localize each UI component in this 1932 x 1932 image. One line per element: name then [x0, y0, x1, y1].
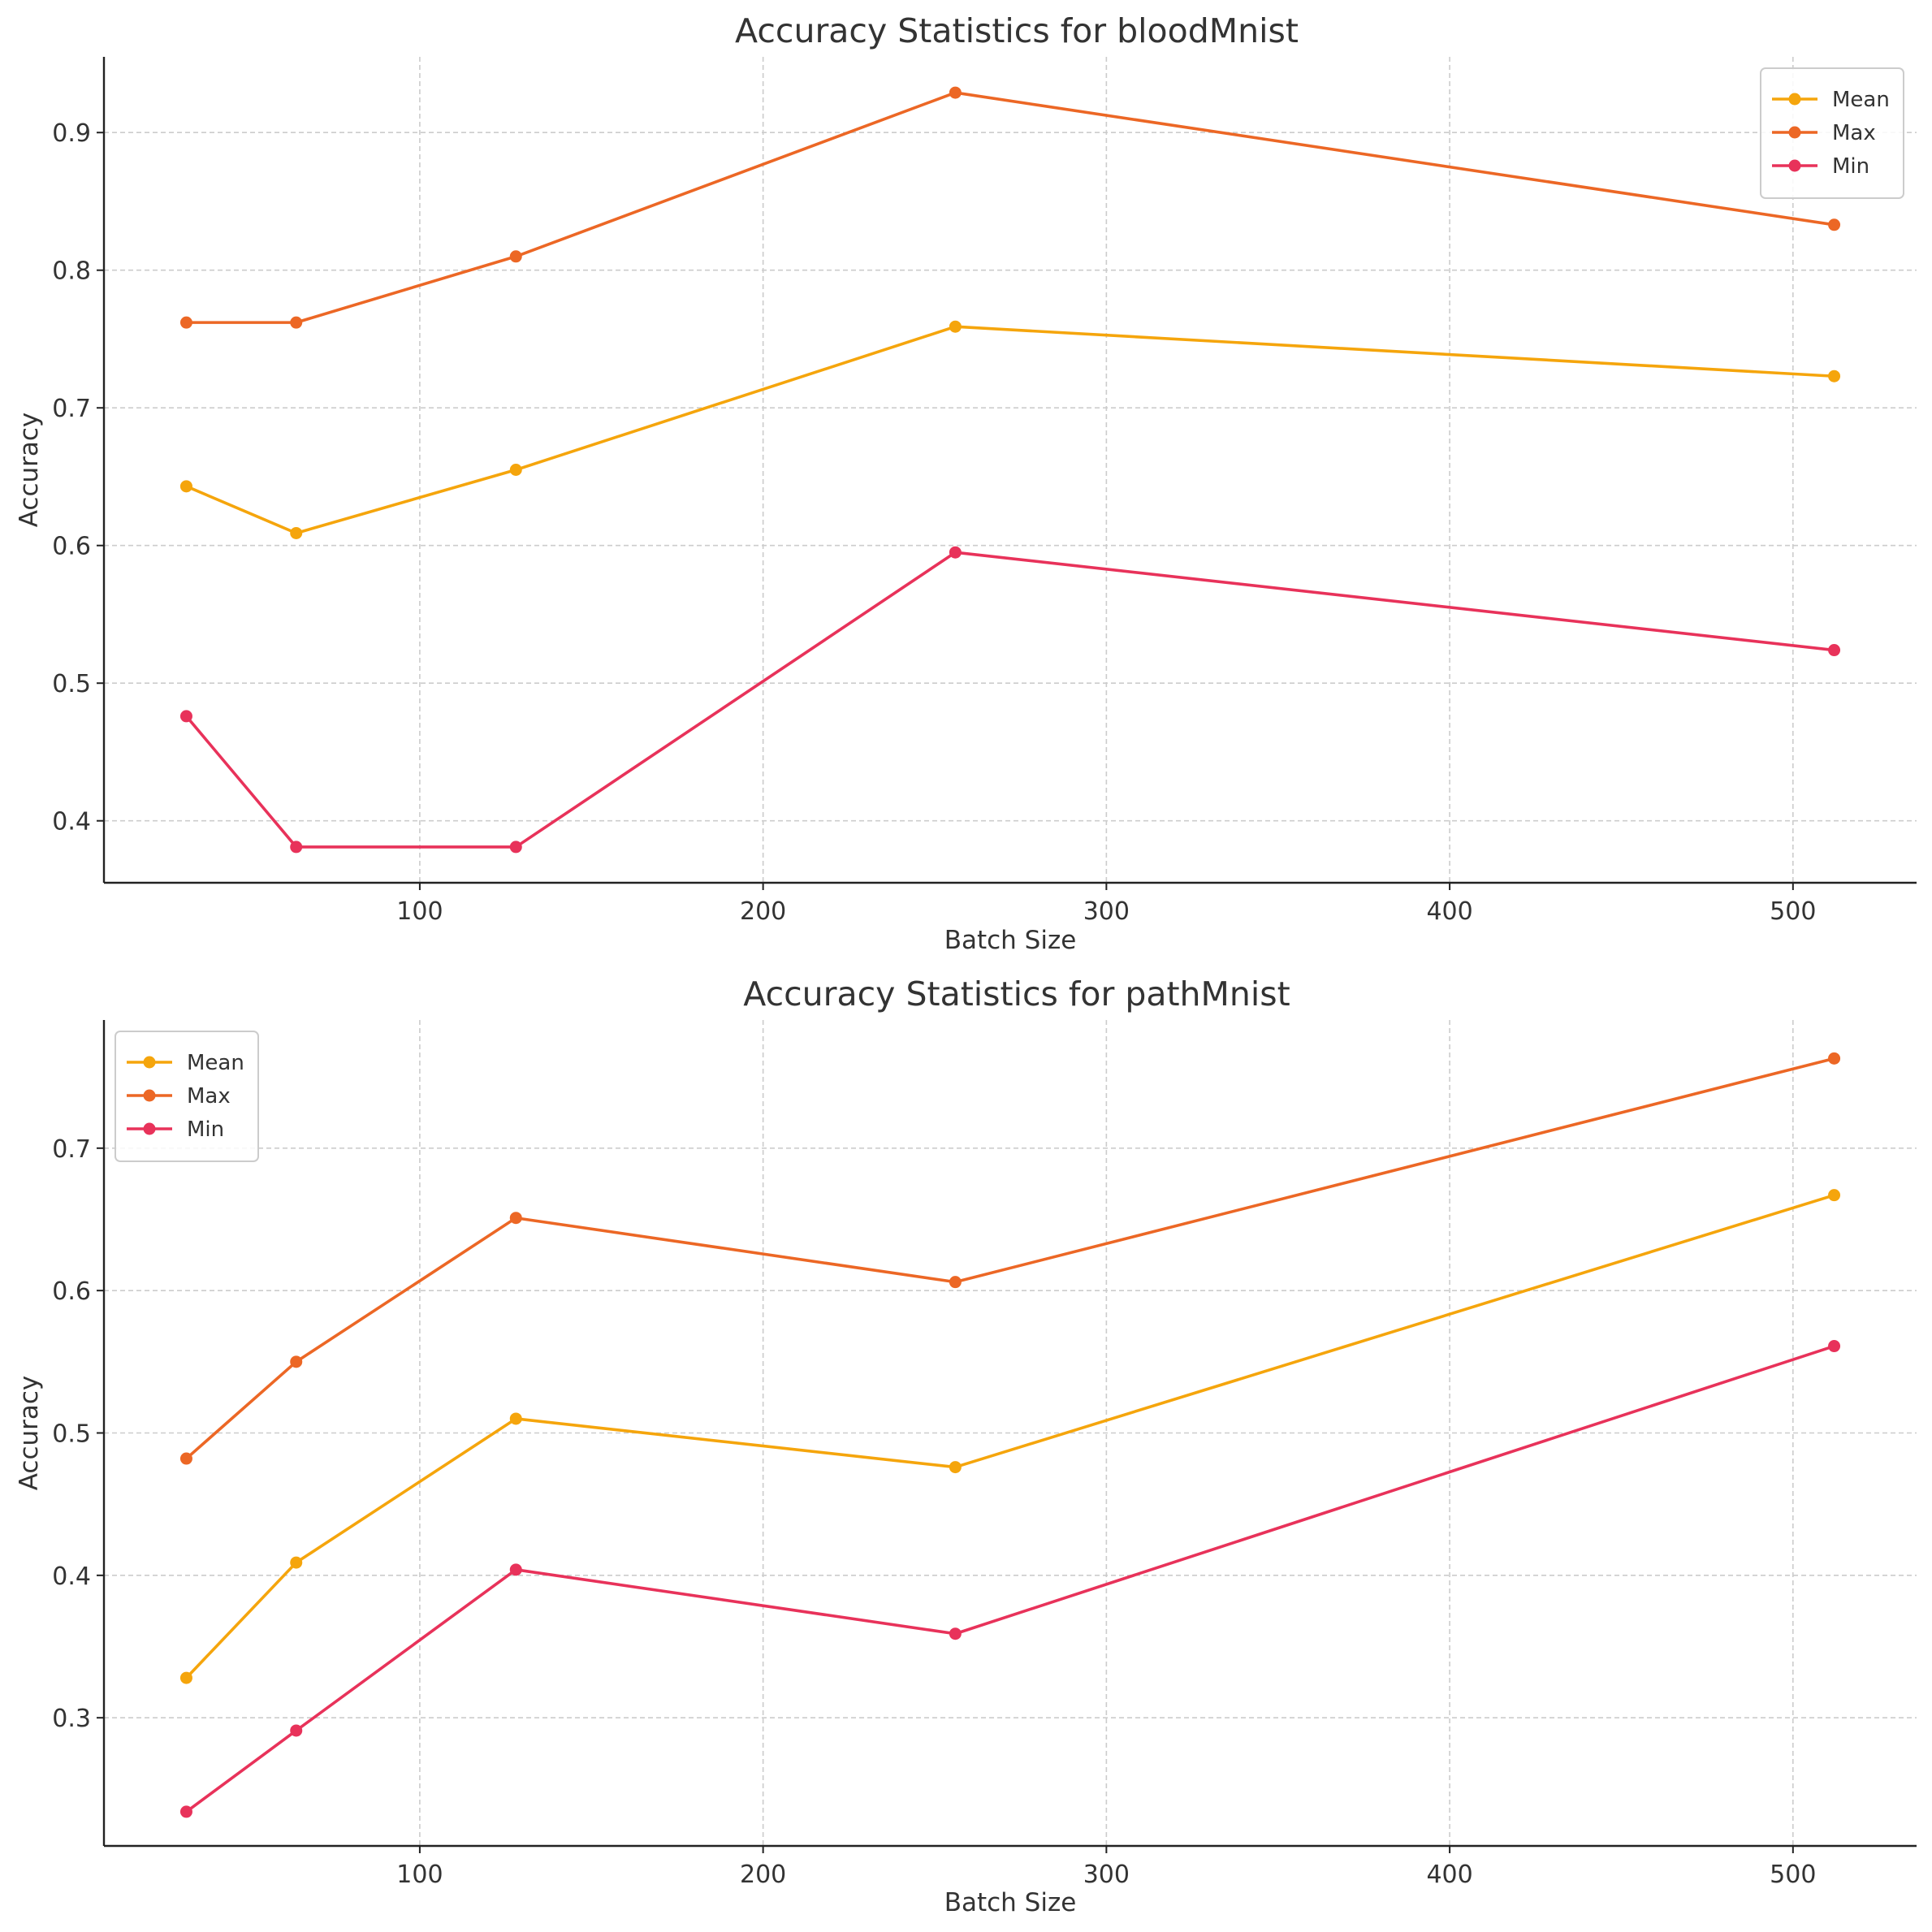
data-point — [179, 480, 192, 493]
legend-label: Min — [187, 1117, 224, 1142]
data-point — [509, 250, 522, 263]
grid — [104, 57, 1917, 883]
data-point — [1828, 644, 1841, 657]
data-point — [949, 1461, 962, 1474]
data-point — [949, 86, 962, 99]
legend-label: Mean — [1832, 88, 1890, 112]
data-point — [509, 1212, 522, 1225]
data-point — [1828, 1340, 1841, 1353]
series-mean — [179, 1189, 1841, 1684]
series-min — [179, 1340, 1841, 1818]
series-line — [185, 551, 1835, 849]
chart-title: Accuracy Statistics for pathMnist — [743, 975, 1290, 1014]
legend-marker — [143, 1122, 156, 1135]
legend-marker — [143, 1089, 156, 1102]
data-point — [290, 316, 303, 329]
grid — [104, 1020, 1917, 1846]
y-tick-label: 0.8 — [52, 257, 91, 286]
legend-marker — [1788, 126, 1801, 139]
x-axis-label: Batch Size — [944, 926, 1077, 955]
data-point — [179, 1805, 192, 1818]
data-point — [949, 320, 962, 333]
legend-marker — [1788, 93, 1801, 106]
series-min — [179, 546, 1841, 854]
data-point — [1828, 370, 1841, 383]
legend-label: Min — [1832, 154, 1869, 179]
series-line — [186, 91, 1835, 324]
x-tick-label: 100 — [396, 1861, 443, 1889]
data-point — [1828, 1189, 1841, 1202]
chart-title: Accuracy Statistics for bloodMnist — [735, 11, 1299, 50]
x-tick-label: 200 — [740, 1861, 786, 1889]
x-axis-label: Batch Size — [944, 1888, 1077, 1917]
x-tick-label: 500 — [1770, 897, 1816, 926]
series-max — [179, 86, 1841, 329]
legend-label: Max — [187, 1084, 231, 1109]
y-axis-label: Accuracy — [15, 413, 44, 528]
data-point — [949, 1276, 962, 1289]
data-point — [509, 1412, 522, 1425]
y-tick-label: 0.4 — [52, 808, 91, 836]
x-tick-label: 200 — [740, 897, 786, 926]
legend-item-mean: Mean — [127, 1051, 244, 1075]
legend-label: Max — [1832, 121, 1876, 145]
x-tick-label: 400 — [1426, 1861, 1472, 1889]
data-point — [290, 841, 303, 854]
x-tick-label: 400 — [1426, 897, 1472, 926]
data-point — [1828, 218, 1841, 231]
y-tick-label: 0.7 — [52, 395, 91, 423]
legend-label: Mean — [187, 1051, 244, 1075]
y-tick-label: 0.6 — [52, 1277, 91, 1306]
y-tick-label: 0.9 — [52, 119, 91, 148]
data-point — [179, 316, 192, 329]
data-point — [290, 1355, 303, 1368]
y-tick-label: 0.3 — [52, 1705, 91, 1733]
series-line — [185, 1057, 1835, 1460]
legend-item-max: Max — [127, 1084, 231, 1109]
data-point — [949, 1627, 962, 1640]
x-tick-label: 300 — [1083, 897, 1130, 926]
chart-1: 100 200 300 400 500 0.4 0.5 0.6 0.7 0.8 0.9 Accurac… — [15, 11, 1917, 955]
y-tick-label: 0.7 — [52, 1135, 91, 1164]
chart-2: 100 200 300 400 500 0.3 0.4 0.5 0.6 0.7 Accuracy S… — [15, 975, 1917, 1917]
data-point — [509, 841, 522, 854]
data-point — [949, 546, 962, 559]
legend-item-min: Min — [127, 1117, 224, 1142]
x-tick-label: 500 — [1770, 1861, 1816, 1889]
data-point — [1828, 1052, 1841, 1065]
legend-item-min: Min — [1772, 154, 1869, 179]
data-point — [290, 1556, 303, 1569]
y-tick-label: 0.6 — [52, 533, 91, 561]
x-tick-label: 100 — [396, 897, 443, 926]
y-tick-label: 0.5 — [52, 1420, 91, 1449]
legend: Mean Max Min — [1760, 67, 1904, 199]
legend-item-max: Max — [1772, 121, 1876, 145]
y-tick-label: 0.5 — [52, 670, 91, 698]
data-point — [509, 464, 522, 476]
series-max — [179, 1052, 1841, 1465]
data-point — [179, 1452, 192, 1465]
series-line — [185, 1344, 1835, 1813]
x-tick-label: 300 — [1083, 1861, 1130, 1889]
data-point — [179, 1671, 192, 1684]
data-point — [290, 1724, 303, 1737]
y-axis-label: Accuracy — [15, 1376, 44, 1491]
data-point — [179, 710, 192, 723]
data-point — [509, 1563, 522, 1576]
series-mean — [179, 320, 1841, 539]
data-point — [290, 526, 303, 539]
legend-marker — [143, 1056, 156, 1069]
legend: Mean Max Min — [115, 1031, 259, 1162]
series-line — [185, 325, 1835, 535]
y-tick-label: 0.4 — [52, 1562, 91, 1591]
legend-marker — [1788, 159, 1801, 172]
legend-item-mean: Mean — [1772, 88, 1890, 112]
